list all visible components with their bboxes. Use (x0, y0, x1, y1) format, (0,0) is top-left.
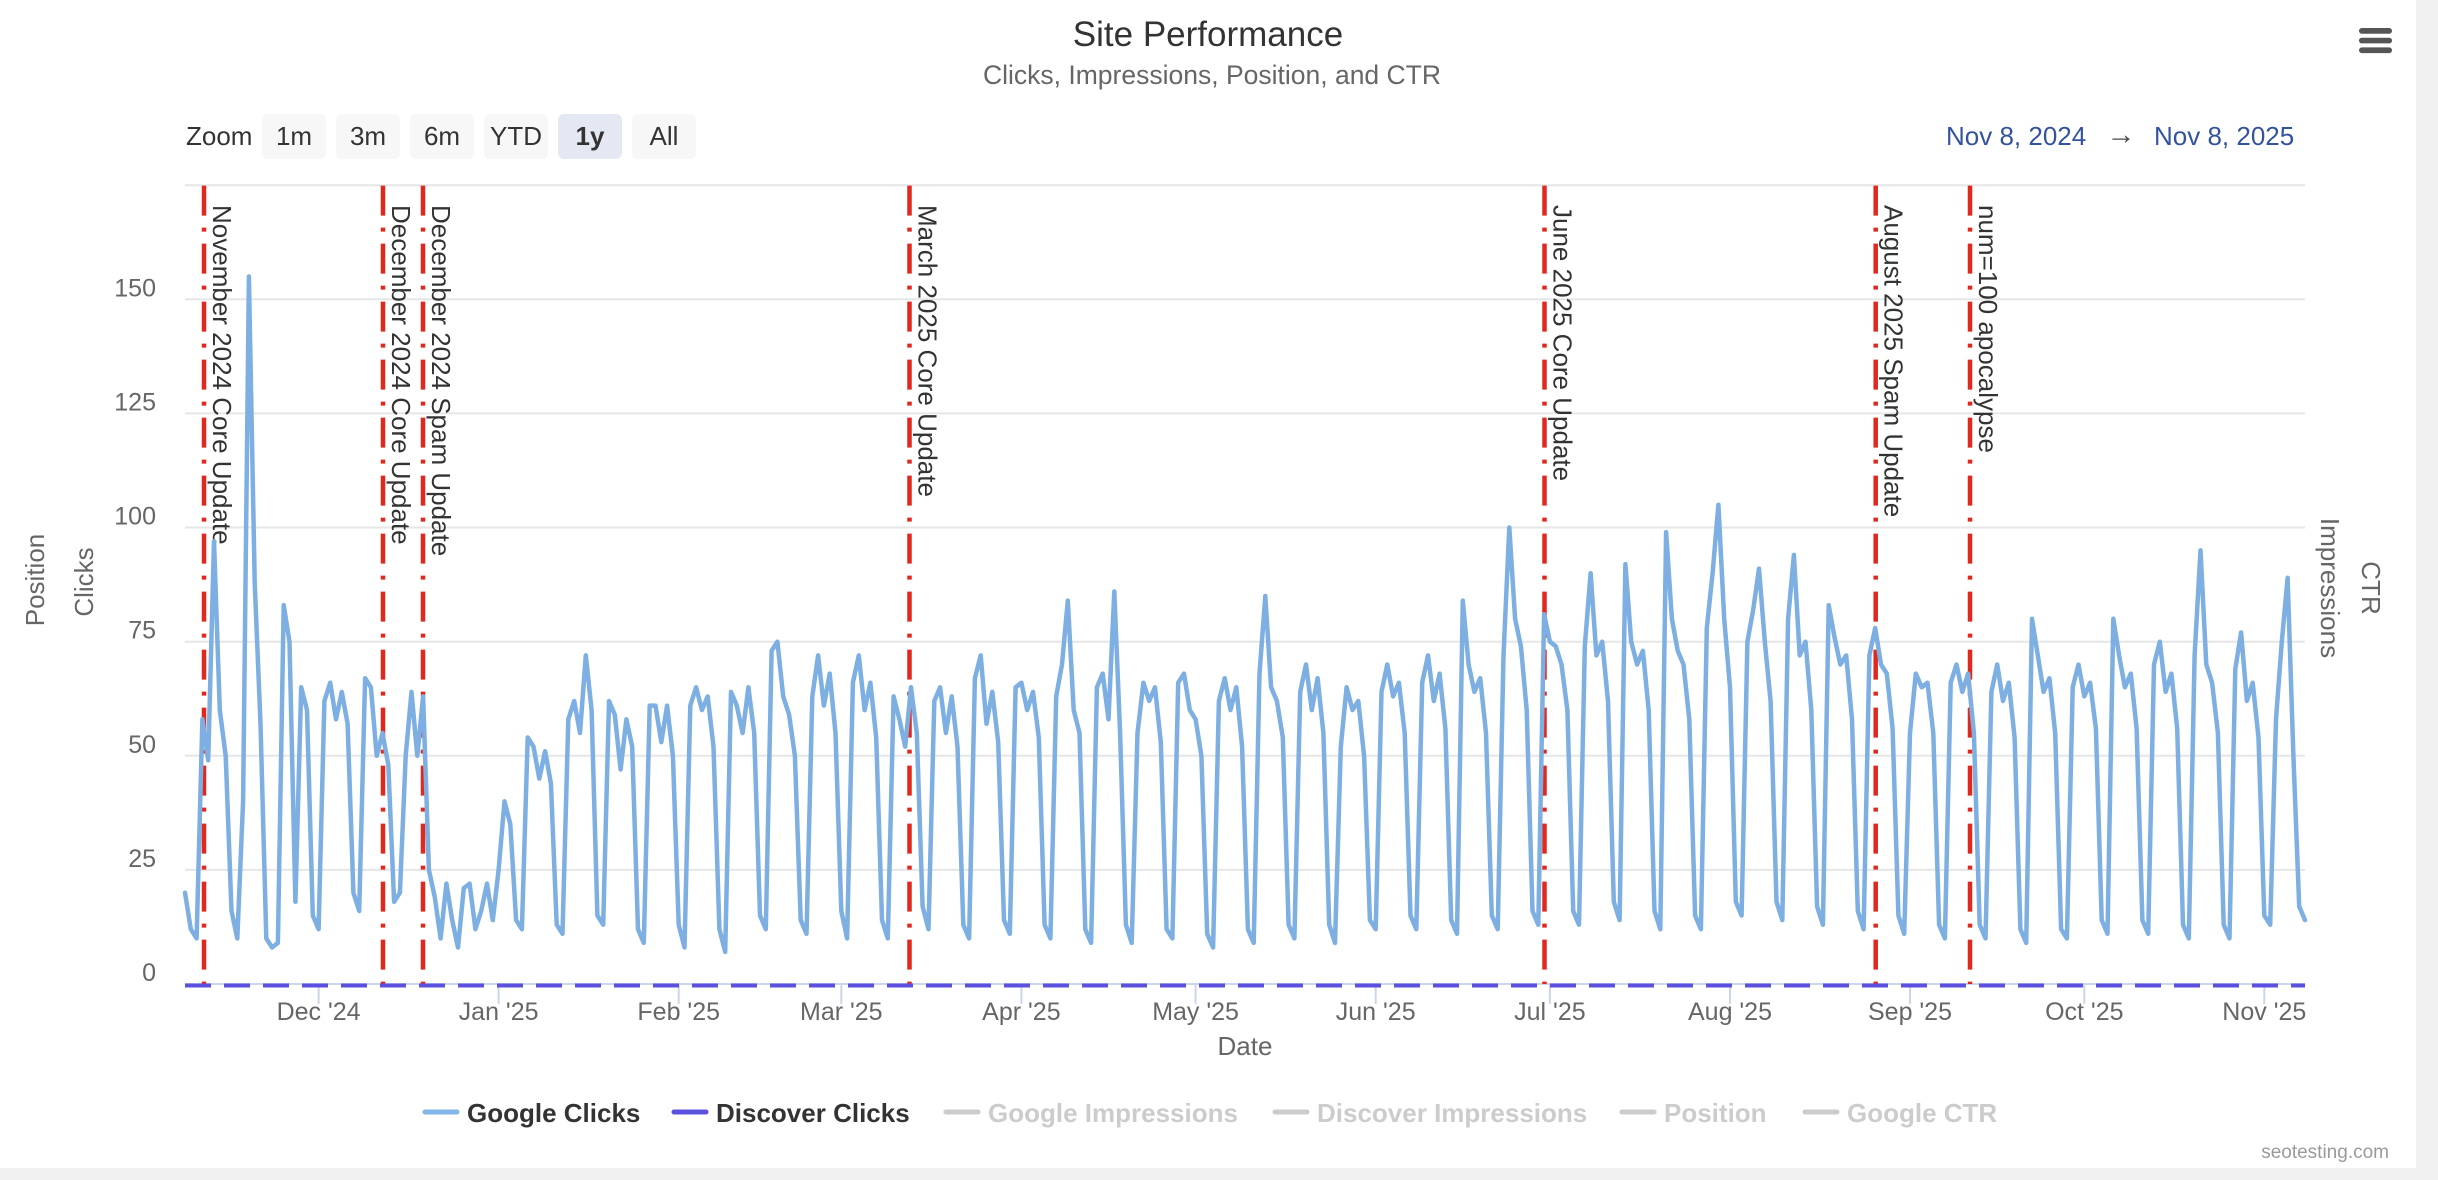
svg-text:Date: Date (1218, 1031, 1273, 1061)
svg-text:100: 100 (114, 503, 156, 531)
svg-text:Nov '25: Nov '25 (2222, 998, 2306, 1026)
svg-text:Oct '25: Oct '25 (2045, 998, 2123, 1026)
svg-text:Zoom: Zoom (186, 121, 252, 151)
svg-text:All: All (650, 121, 679, 151)
svg-text:25: 25 (128, 845, 156, 873)
svg-text:50: 50 (128, 731, 156, 759)
svg-text:Mar '25: Mar '25 (800, 998, 883, 1026)
svg-text:Clicks: Clicks (69, 547, 99, 616)
svg-text:May '25: May '25 (1152, 998, 1239, 1026)
svg-text:Dec '24: Dec '24 (277, 998, 361, 1026)
svg-text:Impressions: Impressions (2315, 518, 2345, 658)
svg-text:seotesting.com: seotesting.com (2261, 1142, 2389, 1163)
svg-text:Sep '25: Sep '25 (1868, 998, 1952, 1026)
svg-text:6m: 6m (424, 121, 460, 151)
svg-text:0: 0 (142, 959, 156, 987)
svg-text:December 2024 Spam Update: December 2024 Spam Update (426, 205, 456, 556)
svg-text:Apr '25: Apr '25 (982, 998, 1060, 1026)
svg-text:CTR: CTR (2356, 561, 2386, 614)
svg-text:num=100 apocalypse: num=100 apocalypse (1973, 205, 2003, 453)
svg-text:→: → (2107, 119, 2136, 151)
svg-text:125: 125 (114, 388, 156, 416)
svg-text:Position: Position (1664, 1098, 1767, 1128)
svg-text:75: 75 (128, 617, 156, 645)
svg-text:1y: 1y (576, 121, 605, 151)
svg-text:December 2024 Core Update: December 2024 Core Update (386, 205, 416, 545)
svg-text:August 2025 Spam Update: August 2025 Spam Update (1879, 205, 1909, 517)
svg-text:Clicks, Impressions, Position,: Clicks, Impressions, Position, and CTR (983, 60, 1441, 90)
svg-text:Feb '25: Feb '25 (637, 998, 720, 1026)
svg-text:June 2025 Core Update: June 2025 Core Update (1548, 205, 1578, 481)
svg-text:1m: 1m (276, 121, 312, 151)
svg-text:Aug '25: Aug '25 (1688, 998, 1772, 1026)
svg-text:November 2024 Core Update: November 2024 Core Update (207, 205, 237, 545)
svg-text:Jun '25: Jun '25 (1336, 998, 1416, 1026)
svg-text:Position: Position (20, 534, 50, 627)
svg-text:Nov 8, 2024: Nov 8, 2024 (1946, 121, 2086, 151)
svg-text:3m: 3m (350, 121, 386, 151)
svg-text:March 2025 Core Update: March 2025 Core Update (913, 205, 943, 497)
svg-text:Nov 8, 2025: Nov 8, 2025 (2154, 121, 2294, 151)
svg-text:Site Performance: Site Performance (1073, 15, 1343, 54)
svg-text:Google Impressions: Google Impressions (988, 1098, 1238, 1128)
svg-text:150: 150 (114, 274, 156, 302)
svg-text:Jul '25: Jul '25 (1514, 998, 1585, 1026)
svg-text:Google Clicks: Google Clicks (467, 1098, 640, 1128)
svg-text:Jan '25: Jan '25 (459, 998, 539, 1026)
svg-text:YTD: YTD (490, 121, 542, 151)
svg-text:Discover Clicks: Discover Clicks (716, 1098, 910, 1128)
svg-text:Google CTR: Google CTR (1847, 1098, 1997, 1128)
svg-text:Discover Impressions: Discover Impressions (1317, 1098, 1587, 1128)
